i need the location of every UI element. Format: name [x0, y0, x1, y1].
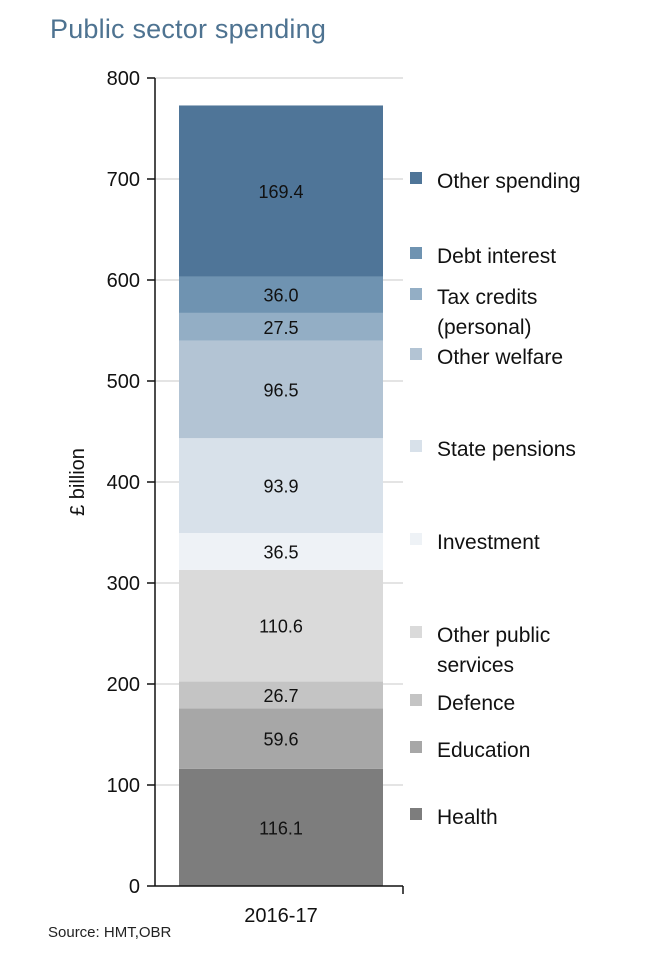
bar-segment-debt-interest — [179, 276, 383, 313]
legend-label: (personal) — [437, 316, 532, 339]
bar-segment-other-welfare — [179, 340, 383, 439]
y-tick-label: 0 — [129, 876, 140, 898]
bar-segment-state-pensions — [179, 438, 383, 534]
x-tick-label: 2016-17 — [244, 905, 317, 927]
legend-swatch — [410, 348, 422, 360]
legend-label: Health — [437, 806, 498, 829]
bar-segment-education — [179, 708, 383, 769]
source-note: Source: HMT,OBR — [48, 924, 172, 941]
legend-swatch — [410, 440, 422, 452]
data-label: 26.7 — [263, 686, 298, 706]
data-label: 36.0 — [263, 286, 298, 306]
data-label: 36.5 — [263, 542, 298, 562]
legend-label: Other spending — [437, 170, 581, 193]
legend-swatch — [410, 626, 422, 638]
legend-label: Other public — [437, 624, 550, 647]
bar-segment-investment — [179, 533, 383, 570]
legend-swatch — [410, 741, 422, 753]
data-label: 110.6 — [259, 617, 303, 637]
legend-label: services — [437, 654, 514, 677]
chart-title: Public sector spending — [50, 14, 327, 44]
legend-swatch — [410, 533, 422, 545]
legend-swatch — [410, 288, 422, 300]
legend-label: Tax credits — [437, 286, 537, 309]
y-tick-label: 700 — [107, 169, 140, 191]
y-tick-label: 300 — [107, 573, 140, 595]
data-label: 169.4 — [258, 182, 303, 202]
legend-swatch — [410, 247, 422, 259]
bar-segment-other-spending — [179, 105, 383, 277]
data-label: 93.9 — [263, 477, 298, 497]
legend-label: Education — [437, 739, 530, 762]
legend-label: Defence — [437, 692, 515, 715]
legend-swatch — [410, 172, 422, 184]
bar-segment-defence — [179, 681, 383, 709]
y-tick-label: 400 — [107, 472, 140, 494]
bar-segment-tax-credits-personal- — [179, 312, 383, 341]
legend-label: Investment — [437, 531, 540, 554]
data-label: 116.1 — [259, 818, 303, 838]
legend-label: State pensions — [437, 438, 576, 461]
legend-label: Other welfare — [437, 346, 563, 369]
data-label: 59.6 — [263, 730, 298, 750]
y-tick-label: 800 — [107, 68, 140, 90]
y-tick-label: 100 — [107, 775, 140, 797]
bar-segment-health — [179, 768, 383, 886]
legend-label: Debt interest — [437, 245, 556, 268]
y-axis-label: £ billion — [67, 448, 89, 516]
bar-segment-other-public-services — [179, 569, 383, 682]
legend-swatch — [410, 808, 422, 820]
data-label: 27.5 — [263, 318, 298, 338]
legend-swatch — [410, 694, 422, 706]
data-label: 96.5 — [263, 380, 298, 400]
y-tick-label: 200 — [107, 674, 140, 696]
y-tick-label: 600 — [107, 270, 140, 292]
y-tick-label: 500 — [107, 371, 140, 393]
